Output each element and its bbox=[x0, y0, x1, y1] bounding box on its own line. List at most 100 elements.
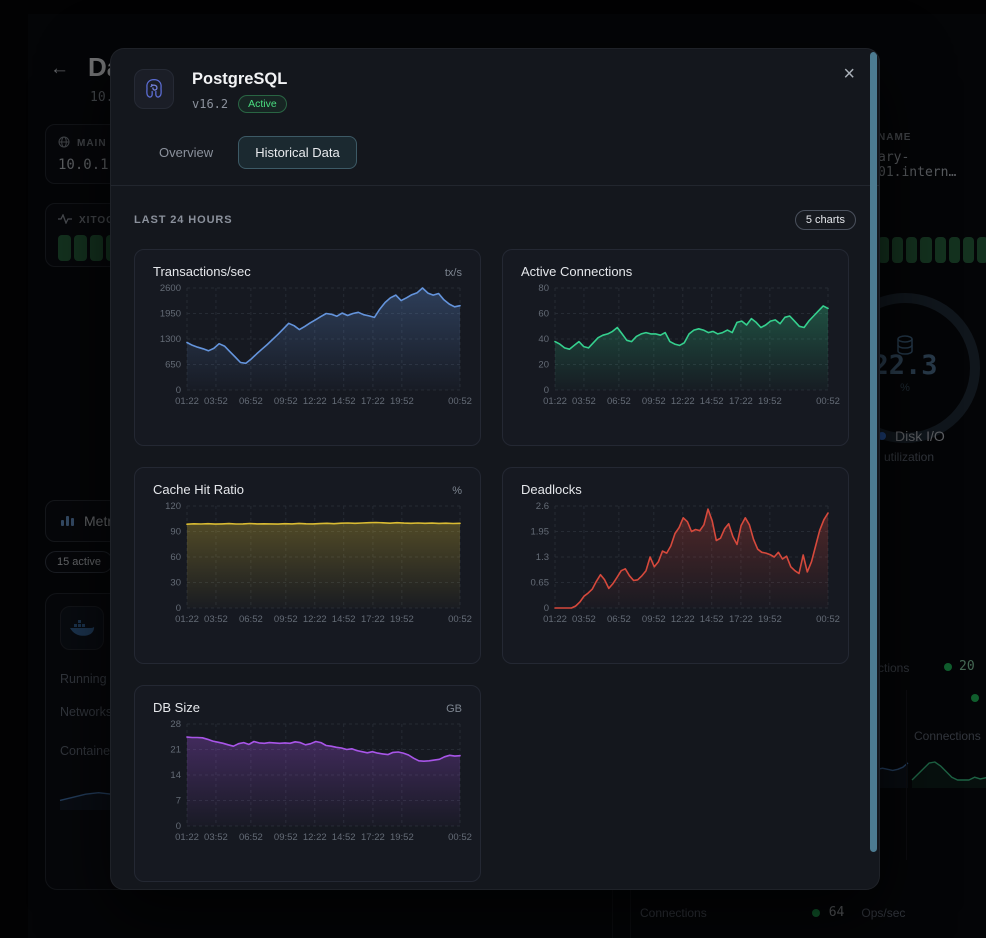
svg-text:06:52: 06:52 bbox=[239, 614, 263, 625]
svg-text:03:52: 03:52 bbox=[204, 396, 228, 407]
chart-title: Deadlocks bbox=[521, 482, 582, 497]
svg-text:1.95: 1.95 bbox=[531, 527, 550, 538]
svg-text:650: 650 bbox=[165, 360, 181, 371]
svg-text:09:52: 09:52 bbox=[274, 614, 298, 625]
chart-plot-transactions-sec: 0 650 1300 1950 2600 01:22 03:52 06:52 09:52 12:2… bbox=[160, 283, 472, 407]
chart-card-cache-hit-ratio: Cache Hit Ratio% 0 30 60 90 120 01:22 03:52 06:5… bbox=[134, 467, 481, 664]
svg-text:01:22: 01:22 bbox=[543, 614, 567, 625]
chart-title: DB Size bbox=[153, 700, 200, 715]
svg-text:00:52: 00:52 bbox=[448, 832, 472, 843]
chart-plot-db-size: 0 7 14 21 28 01:22 03:52 06:52 09:52 12:22 14:52 17… bbox=[170, 719, 471, 843]
svg-text:14:52: 14:52 bbox=[332, 614, 356, 625]
svg-text:12:22: 12:22 bbox=[671, 396, 695, 407]
close-icon[interactable]: × bbox=[843, 63, 855, 85]
svg-text:30: 30 bbox=[170, 578, 181, 589]
svg-text:40: 40 bbox=[538, 334, 549, 345]
svg-text:2600: 2600 bbox=[160, 283, 181, 294]
svg-text:01:22: 01:22 bbox=[175, 832, 199, 843]
svg-text:14:52: 14:52 bbox=[332, 396, 356, 407]
svg-text:00:52: 00:52 bbox=[816, 396, 840, 407]
svg-text:00:52: 00:52 bbox=[448, 614, 472, 625]
svg-text:06:52: 06:52 bbox=[239, 396, 263, 407]
svg-text:60: 60 bbox=[170, 552, 181, 563]
svg-text:03:52: 03:52 bbox=[572, 614, 596, 625]
svg-text:12:22: 12:22 bbox=[303, 396, 327, 407]
svg-text:09:52: 09:52 bbox=[274, 832, 298, 843]
postgresql-detail-modal: × PostgreSQL v16.2 Active Overview bbox=[110, 48, 880, 890]
svg-text:0: 0 bbox=[176, 603, 181, 614]
section-label: LAST 24 HOURS bbox=[134, 214, 233, 226]
svg-text:1300: 1300 bbox=[160, 334, 181, 345]
chart-unit: tx/s bbox=[444, 267, 462, 279]
chart-plot-deadlocks: 0 0.65 1.3 1.95 2.6 01:22 03:52 06:52 09:52 12:22… bbox=[531, 501, 840, 625]
status-badge: Active bbox=[238, 95, 287, 113]
chart-plot-cache-hit-ratio: 0 30 60 90 120 01:22 03:52 06:52 09:52 12:22 14:52… bbox=[165, 501, 472, 625]
app-title: PostgreSQL bbox=[192, 70, 288, 88]
chart-unit: % bbox=[452, 485, 462, 497]
svg-text:03:52: 03:52 bbox=[572, 396, 596, 407]
svg-text:0.65: 0.65 bbox=[531, 578, 550, 589]
svg-text:0: 0 bbox=[544, 603, 549, 614]
svg-text:60: 60 bbox=[538, 309, 549, 320]
chart-plot-active-connections: 0 20 40 60 80 01:22 03:52 06:52 09:52 12:22 14:52 1… bbox=[538, 283, 839, 407]
tabs-row: Overview Historical Data bbox=[148, 136, 879, 169]
svg-text:17:22: 17:22 bbox=[361, 396, 385, 407]
charts-grid: Transactions/sec tx/s 0 650 1300 1950 2600 01:2… bbox=[134, 249, 856, 882]
svg-text:0: 0 bbox=[176, 385, 181, 396]
svg-text:120: 120 bbox=[165, 501, 181, 512]
scrollbar-thumb[interactable] bbox=[870, 52, 877, 852]
svg-text:19:52: 19:52 bbox=[390, 832, 414, 843]
svg-text:00:52: 00:52 bbox=[448, 396, 472, 407]
modal-header: PostgreSQL v16.2 Active bbox=[111, 49, 879, 113]
chart-title: Cache Hit Ratio bbox=[153, 482, 245, 497]
chart-card-db-size: DB Size GB 0 7 14 21 28 01:22 03:52 06:52 09:52 12:… bbox=[134, 685, 481, 882]
charts-count-badge: 5 charts bbox=[794, 210, 856, 230]
svg-text:21: 21 bbox=[170, 745, 181, 756]
postgresql-logo-icon bbox=[134, 69, 174, 109]
chart-title: Transactions/sec bbox=[153, 264, 251, 279]
svg-text:1.3: 1.3 bbox=[536, 552, 549, 563]
app-version: v16.2 bbox=[192, 97, 229, 111]
svg-text:01:22: 01:22 bbox=[175, 396, 199, 407]
svg-text:19:52: 19:52 bbox=[758, 396, 782, 407]
header-divider bbox=[111, 185, 879, 186]
svg-text:17:22: 17:22 bbox=[729, 614, 753, 625]
svg-text:12:22: 12:22 bbox=[671, 614, 695, 625]
svg-text:00:52: 00:52 bbox=[816, 614, 840, 625]
svg-text:09:52: 09:52 bbox=[642, 396, 666, 407]
svg-text:7: 7 bbox=[176, 796, 181, 807]
svg-text:19:52: 19:52 bbox=[390, 396, 414, 407]
svg-text:17:22: 17:22 bbox=[361, 832, 385, 843]
svg-text:03:52: 03:52 bbox=[204, 614, 228, 625]
svg-text:12:22: 12:22 bbox=[303, 614, 327, 625]
svg-text:09:52: 09:52 bbox=[642, 614, 666, 625]
svg-text:06:52: 06:52 bbox=[607, 614, 631, 625]
svg-text:0: 0 bbox=[544, 385, 549, 396]
svg-text:0: 0 bbox=[176, 821, 181, 832]
svg-text:14:52: 14:52 bbox=[332, 832, 356, 843]
svg-text:90: 90 bbox=[170, 527, 181, 538]
chart-card-deadlocks: Deadlocks 0 0.65 1.3 1.95 2.6 01:22 03:52 06:52 0… bbox=[502, 467, 849, 664]
tab-historical-data[interactable]: Historical Data bbox=[238, 136, 357, 169]
svg-text:06:52: 06:52 bbox=[607, 396, 631, 407]
svg-text:19:52: 19:52 bbox=[390, 614, 414, 625]
svg-text:17:22: 17:22 bbox=[361, 614, 385, 625]
svg-text:19:52: 19:52 bbox=[758, 614, 782, 625]
svg-text:20: 20 bbox=[538, 360, 549, 371]
chart-title: Active Connections bbox=[521, 264, 633, 279]
svg-text:2.6: 2.6 bbox=[536, 501, 549, 512]
svg-text:28: 28 bbox=[170, 719, 181, 730]
svg-text:09:52: 09:52 bbox=[274, 396, 298, 407]
chart-unit: GB bbox=[446, 703, 462, 715]
svg-text:03:52: 03:52 bbox=[204, 832, 228, 843]
tab-overview[interactable]: Overview bbox=[148, 136, 224, 169]
svg-text:06:52: 06:52 bbox=[239, 832, 263, 843]
svg-text:80: 80 bbox=[538, 283, 549, 294]
svg-text:17:22: 17:22 bbox=[729, 396, 753, 407]
svg-text:01:22: 01:22 bbox=[543, 396, 567, 407]
chart-card-transactions-sec: Transactions/sec tx/s 0 650 1300 1950 2600 01:2… bbox=[134, 249, 481, 446]
chart-card-active-connections: Active Connections 0 20 40 60 80 01:22 03:52 06:… bbox=[502, 249, 849, 446]
svg-text:14: 14 bbox=[170, 770, 181, 781]
svg-text:14:52: 14:52 bbox=[700, 396, 724, 407]
